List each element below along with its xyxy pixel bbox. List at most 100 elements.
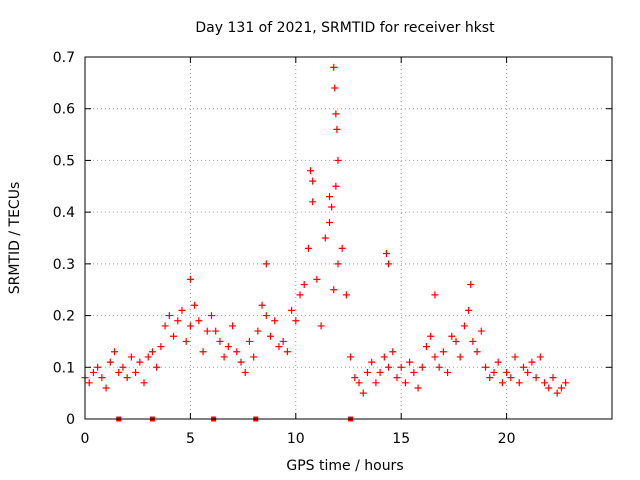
data-point (507, 374, 515, 382)
data-point (490, 368, 498, 376)
data-point (288, 306, 296, 314)
y-tick-label: 0.1 (53, 360, 75, 376)
data-point (304, 244, 312, 252)
data-point (123, 374, 131, 382)
x-tick-label: 5 (186, 431, 195, 447)
data-point (444, 368, 452, 376)
x-axis-label: GPS time / hours (286, 458, 403, 474)
data-point (115, 368, 123, 376)
data-point (161, 322, 169, 330)
data-point (140, 379, 148, 387)
data-point (98, 374, 106, 382)
grid-lines (85, 57, 612, 419)
data-point (452, 337, 460, 345)
data-point (380, 353, 388, 361)
data-point (102, 384, 110, 392)
y-tick-label: 0.7 (53, 50, 75, 66)
data-point (153, 363, 161, 371)
data-point (186, 322, 194, 330)
data-point (498, 379, 506, 387)
data-point (317, 322, 325, 330)
data-point (330, 63, 338, 71)
data-point (279, 337, 287, 345)
data-point (431, 353, 439, 361)
data-point (216, 337, 224, 345)
data-point (229, 322, 237, 330)
data-point (191, 301, 199, 309)
data-point (199, 348, 207, 356)
data-point (165, 312, 173, 320)
data-point (254, 327, 262, 335)
data-point (486, 374, 494, 382)
data-point (536, 353, 544, 361)
data-point (296, 291, 304, 299)
data-point (170, 332, 178, 340)
data-point (363, 368, 371, 376)
data-point (111, 348, 119, 356)
plot-frame (84, 56, 613, 420)
data-point (195, 317, 203, 325)
data-point (545, 384, 553, 392)
data-point (524, 368, 532, 376)
data-point (292, 317, 300, 325)
data-point (431, 291, 439, 299)
data-point (427, 332, 435, 340)
data-point (309, 177, 317, 185)
data-point (271, 317, 279, 325)
data-point (300, 281, 308, 289)
data-point (372, 379, 380, 387)
y-tick-label: 0.3 (53, 257, 75, 273)
data-point (334, 260, 342, 268)
data-point (262, 260, 270, 268)
y-tick-label: 0.2 (53, 309, 75, 325)
data-point (334, 156, 342, 164)
y-tick-label: 0.5 (53, 153, 75, 169)
data-point (233, 348, 241, 356)
data-point (469, 337, 477, 345)
data-point (283, 348, 291, 356)
data-point (237, 358, 245, 366)
data-point (241, 368, 249, 376)
y-tick-label: 0 (66, 412, 75, 428)
data-point (359, 389, 367, 397)
data-point (178, 306, 186, 314)
data-point (307, 167, 315, 175)
data-point (557, 384, 565, 392)
axis-tick-labels: 0 0.1 0.2 0.3 0.4 0.5 0.6 0.7 0 5 10 15 20 (53, 50, 516, 447)
data-point (422, 343, 430, 351)
data-point (414, 384, 422, 392)
data-point (328, 203, 336, 211)
data-point (106, 358, 114, 366)
data-point (224, 343, 232, 351)
data-point (342, 291, 350, 299)
data-point (532, 374, 540, 382)
data-point (528, 358, 536, 366)
data-point (94, 363, 102, 371)
data-point (477, 327, 485, 335)
data-point (338, 244, 346, 252)
data-point (519, 363, 527, 371)
data-point (393, 374, 401, 382)
data-point (119, 363, 127, 371)
data-point (127, 353, 135, 361)
data-point (397, 363, 405, 371)
data-point (385, 363, 393, 371)
y-tick-label: 0.6 (53, 102, 75, 118)
data-point (456, 353, 464, 361)
data-point (245, 337, 253, 345)
data-point (174, 317, 182, 325)
axis-ticks (84, 56, 612, 420)
data-point (250, 353, 258, 361)
data-point (326, 193, 334, 201)
data-point (262, 312, 270, 320)
data-point (85, 379, 93, 387)
data-point (309, 198, 317, 206)
data-point (347, 353, 355, 361)
data-point (435, 363, 443, 371)
data-point (467, 281, 475, 289)
data-point (330, 286, 338, 294)
data-point (553, 389, 561, 397)
data-point (203, 327, 211, 335)
